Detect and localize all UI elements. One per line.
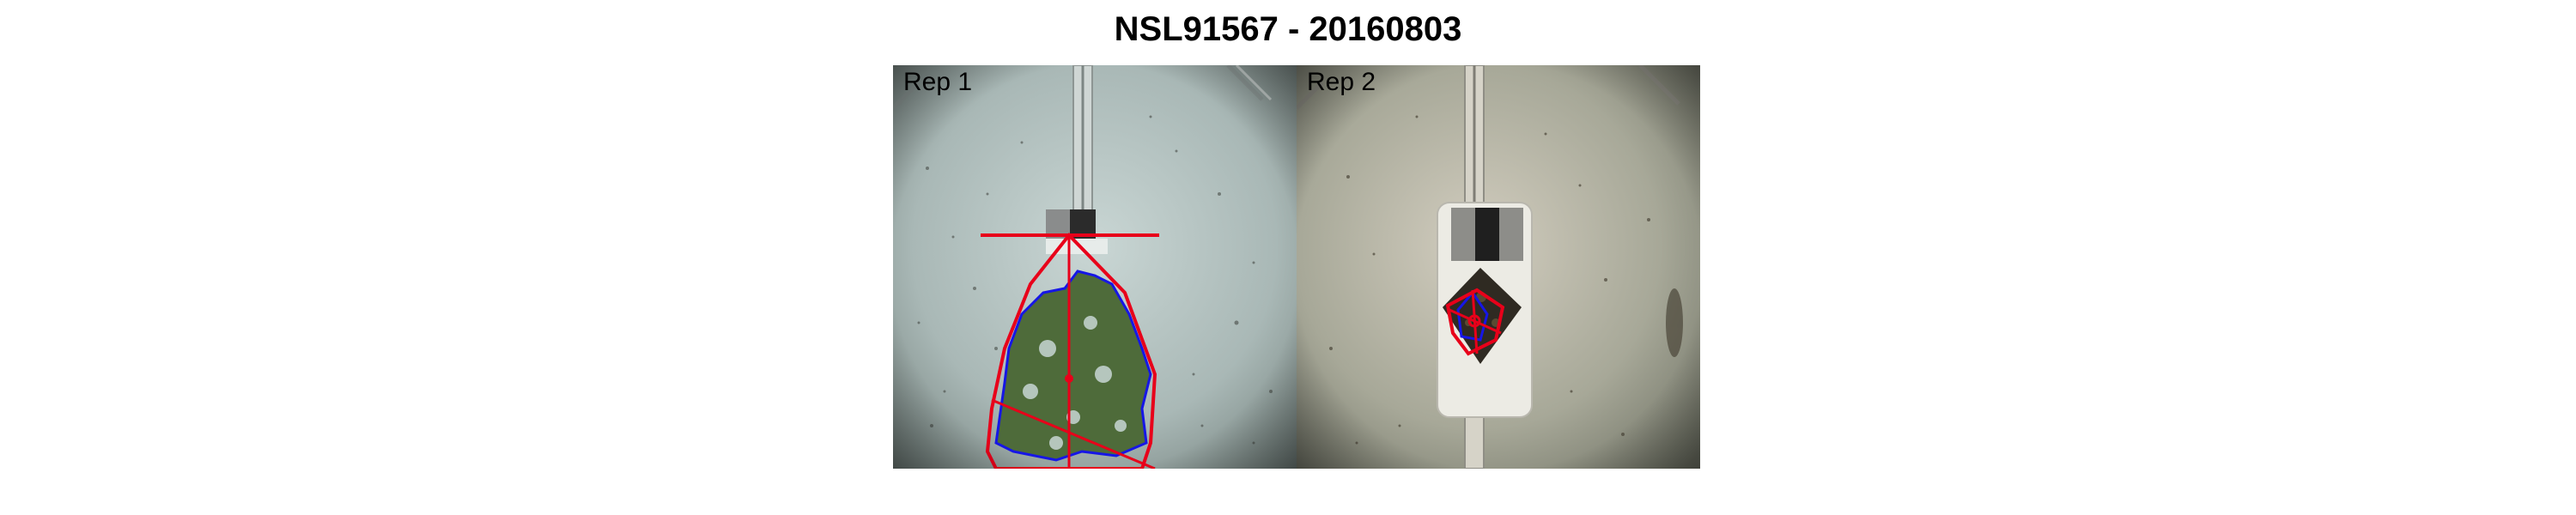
photo-panel-rep-2: Rep 2 (1297, 65, 1700, 469)
figure-title: NSL91567 - 20160803 (1114, 10, 1462, 48)
photo-rep-2 (1297, 65, 1700, 469)
photo-panel-rep-1: Rep 1 (893, 65, 1297, 469)
panel-label-rep-2: Rep 2 (1307, 68, 1376, 96)
photo-rep-1 (893, 65, 1297, 469)
panel-label-rep-1: Rep 1 (903, 68, 973, 96)
